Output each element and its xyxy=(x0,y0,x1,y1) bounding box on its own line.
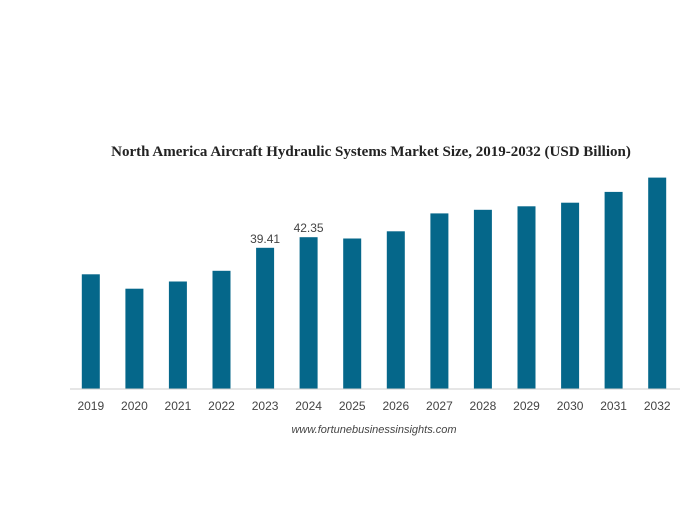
bars-group xyxy=(81,177,667,390)
bar-2028 xyxy=(473,209,492,389)
bar-2031 xyxy=(604,191,623,389)
x-axis-ticks: 2019 2020 2021 2022 2023 2024 2025 2026 2027 2028… xyxy=(77,399,670,413)
data-label-2023: 39.41 xyxy=(250,232,280,246)
data-labels: 39.41 42.35 xyxy=(250,221,324,246)
x-tick-label-2030: 2030 xyxy=(557,399,584,413)
bar-2023 xyxy=(256,247,275,389)
x-tick-label-2024: 2024 xyxy=(295,399,322,413)
bar-2021 xyxy=(168,281,187,389)
bar-2030 xyxy=(561,202,580,389)
source-credit: www.fortunebusinessinsights.com xyxy=(291,424,456,436)
data-label-2024: 42.35 xyxy=(294,221,324,235)
x-tick-label-2022: 2022 xyxy=(208,399,235,413)
x-tick-label-2021: 2021 xyxy=(165,399,192,413)
bar-2025 xyxy=(343,238,362,389)
x-tick-label-2026: 2026 xyxy=(382,399,409,413)
bar-2026 xyxy=(386,231,405,389)
bar-2019 xyxy=(81,274,100,389)
bar-2022 xyxy=(212,270,231,390)
x-tick-label-2020: 2020 xyxy=(121,399,148,413)
bar-2020 xyxy=(125,288,144,389)
bar-2032 xyxy=(648,177,667,389)
x-tick-label-2032: 2032 xyxy=(644,399,671,413)
chart-title: North America Aircraft Hydraulic Systems… xyxy=(111,144,631,160)
x-tick-label-2025: 2025 xyxy=(339,399,366,413)
x-tick-label-2019: 2019 xyxy=(77,399,104,413)
bar-2029 xyxy=(517,206,536,390)
x-tick-label-2023: 2023 xyxy=(252,399,279,413)
bar-2027 xyxy=(430,213,449,389)
x-tick-label-2031: 2031 xyxy=(600,399,627,413)
x-tick-label-2028: 2028 xyxy=(470,399,497,413)
x-tick-label-2029: 2029 xyxy=(513,399,540,413)
x-tick-label-2027: 2027 xyxy=(426,399,453,413)
bar-2024 xyxy=(299,237,318,389)
